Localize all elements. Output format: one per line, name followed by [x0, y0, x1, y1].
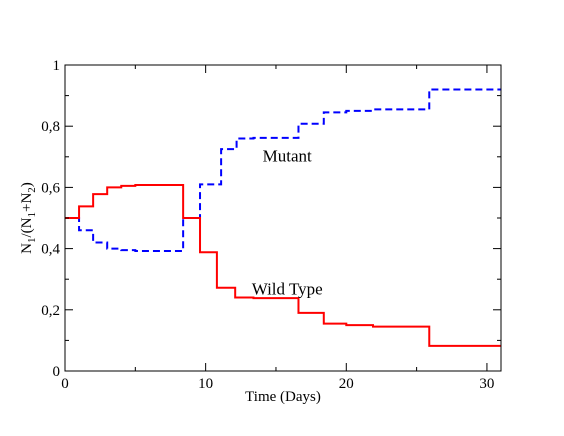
y-label-part: N — [19, 243, 35, 254]
wild-type-series-label: Wild Type — [252, 279, 323, 298]
x-tick-label: 0 — [61, 376, 69, 392]
y-tick-label: 0,6 — [41, 180, 60, 196]
y-tick-label: 0,4 — [41, 242, 60, 258]
y-tick-label: 1 — [53, 58, 61, 74]
mutant-series-label: Mutant — [263, 146, 312, 165]
x-tick-label: 20 — [339, 376, 354, 392]
y-label-subscript: 1 — [26, 237, 38, 243]
tick-labels-layer: 0 10 20 30 0 0,2 0,4 0,6 0,8 1 — [41, 58, 494, 392]
y-label-part: /(N — [19, 217, 35, 237]
plot-area-frame — [64, 64, 502, 372]
y-tick-label: 0,2 — [41, 303, 60, 319]
x-tick-label: 30 — [479, 376, 494, 392]
y-label-part: +N — [19, 193, 35, 212]
y-label-part: ) — [19, 182, 35, 187]
x-axis-label: Time (Days) — [245, 389, 321, 405]
y-label-subscript: 2 — [26, 187, 38, 193]
ticks-layer — [64, 64, 501, 372]
y-label-subscript: 1 — [26, 212, 38, 218]
mutant-series-line — [65, 88, 501, 253]
y-tick-label: 0,8 — [41, 119, 60, 135]
x-tick-label: 10 — [198, 376, 213, 392]
y-axis-label: N1/(N1+N2) — [19, 182, 38, 254]
wild-type-series-line — [65, 183, 501, 347]
series-layer — [65, 88, 501, 347]
y-tick-label: 0 — [53, 364, 61, 380]
